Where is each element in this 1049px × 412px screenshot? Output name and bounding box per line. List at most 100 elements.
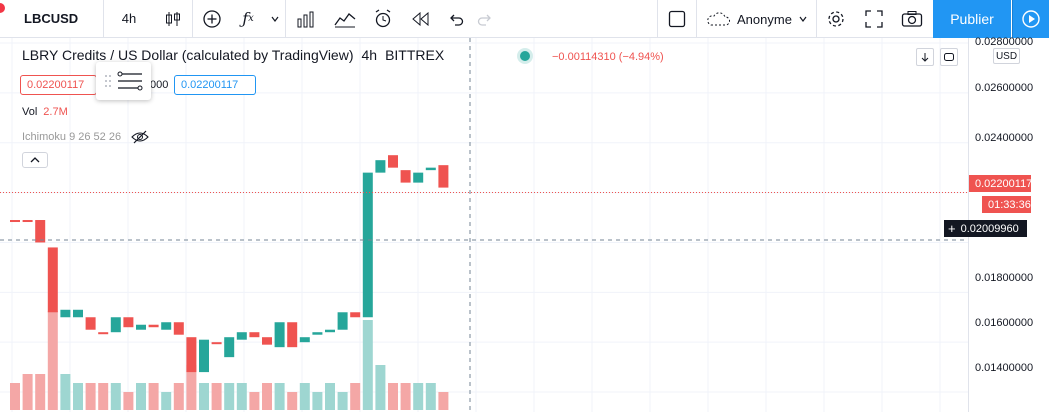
volume-bar [350,383,361,410]
square-icon[interactable] [658,0,696,38]
candle [274,322,285,348]
volume-bar [73,383,83,410]
alarm-icon[interactable] [364,0,402,38]
candle [350,312,361,318]
volume-value: 2.7M [43,106,68,118]
candle [312,332,323,335]
chevron-down-icon[interactable] [265,0,285,38]
candle [388,155,398,168]
crosshair-price-value: 0.02009960 [960,222,1019,235]
volume-bar [136,383,146,410]
menu-lines-icon[interactable] [116,70,144,92]
chart-pane[interactable] [0,38,968,412]
price-change: −0.00114310 (−4.94%) [552,51,664,63]
volume-legend: Vol 2.7M [22,106,68,118]
symbol-label: LBCUSD [24,11,79,26]
scroll-down-icon[interactable] [916,48,934,66]
toolbar-divider [657,0,658,38]
candle [287,322,298,348]
replay-icon[interactable] [402,0,440,38]
add-indicator-icon[interactable] [193,0,231,38]
undo-icon[interactable] [440,0,472,38]
price-tick: 0.01600000 [975,317,1034,329]
volume-bar [249,392,260,410]
candle [47,247,58,313]
volume-bar [388,383,398,410]
user-menu-button[interactable]: Anonyme [697,0,816,38]
eye-hidden-icon[interactable] [131,130,149,144]
price-tick: 0.01400000 [975,362,1034,374]
candles-icon[interactable] [154,0,192,38]
toolbar-divider [815,0,817,38]
volume-bar [161,392,172,410]
alert-dot [0,2,5,13]
symbol-search-button[interactable]: LBCUSD [0,0,104,38]
candle [199,339,209,373]
volume-bar [262,383,272,410]
toolbar-divider [696,0,697,38]
volume-label: Vol [22,106,38,118]
candle [262,337,272,345]
candle [136,324,146,330]
toolbar-divider [192,0,193,38]
redo-icon[interactable] [472,0,498,38]
candle [299,337,310,343]
crosshair-price-tag: + 0.02009960 [944,220,1027,237]
candle [73,309,83,318]
gear-icon[interactable] [817,0,855,38]
candle [35,220,46,243]
camera-icon[interactable] [893,0,931,38]
candle [249,332,260,338]
sell-price-box[interactable]: 0.02200117 [20,75,97,95]
candle [325,329,335,333]
fullscreen-icon[interactable] [855,0,893,38]
volume-bar [22,374,33,410]
price-chart[interactable] [0,38,968,412]
volume-bar [123,392,134,410]
price-tick: 0.02400000 [975,132,1034,144]
candle [123,317,134,328]
volume-bar [211,383,222,410]
drag-handle-icon[interactable] [104,74,112,88]
toolbar-divider [285,0,286,38]
interval-button[interactable]: 4h [104,0,154,38]
toolbar-right-group: Anonyme [657,0,931,38]
buy-price-box[interactable]: 0.02200117 [174,75,256,95]
bar-countdown-tag: 01:33:36 [982,196,1031,213]
volume-bar [98,383,109,410]
candle [161,322,172,330]
publish-button[interactable]: Publier [933,0,1011,38]
volume-bar [47,311,58,410]
candle [173,322,184,335]
play-icon[interactable] [1012,0,1049,38]
candle [110,317,121,333]
candle [375,160,386,173]
volume-bar [173,383,184,410]
volume-bar [224,383,235,410]
interval-label: 4h [121,11,137,26]
candle [186,337,197,373]
line-chart-icon[interactable] [326,0,364,38]
cloud-icon [707,12,730,26]
ichimoku-label: Ichimoku 9 26 52 26 [22,131,122,143]
chevron-down-icon [799,16,807,22]
series-title: LBRY Credits / US Dollar (calculated by … [22,47,354,63]
price-tick: 0.01800000 [975,272,1034,284]
volume-bar [299,383,310,410]
candle [85,317,96,330]
price-tick: 0.02800000 [975,36,1034,48]
order-panel-popup[interactable] [96,62,151,100]
candle [148,324,159,328]
volume-bar [438,392,449,410]
bar-chart-icon[interactable] [286,0,326,38]
currency-badge[interactable]: USD [993,48,1020,64]
collapse-legend-button[interactable] [22,152,48,168]
reset-scale-icon[interactable] [940,48,958,66]
candle [224,337,235,358]
spread-fragment: 000 [150,79,169,91]
candle [98,332,109,335]
candle [10,220,20,223]
volume-bar [362,320,373,410]
volume-bar [375,365,386,410]
